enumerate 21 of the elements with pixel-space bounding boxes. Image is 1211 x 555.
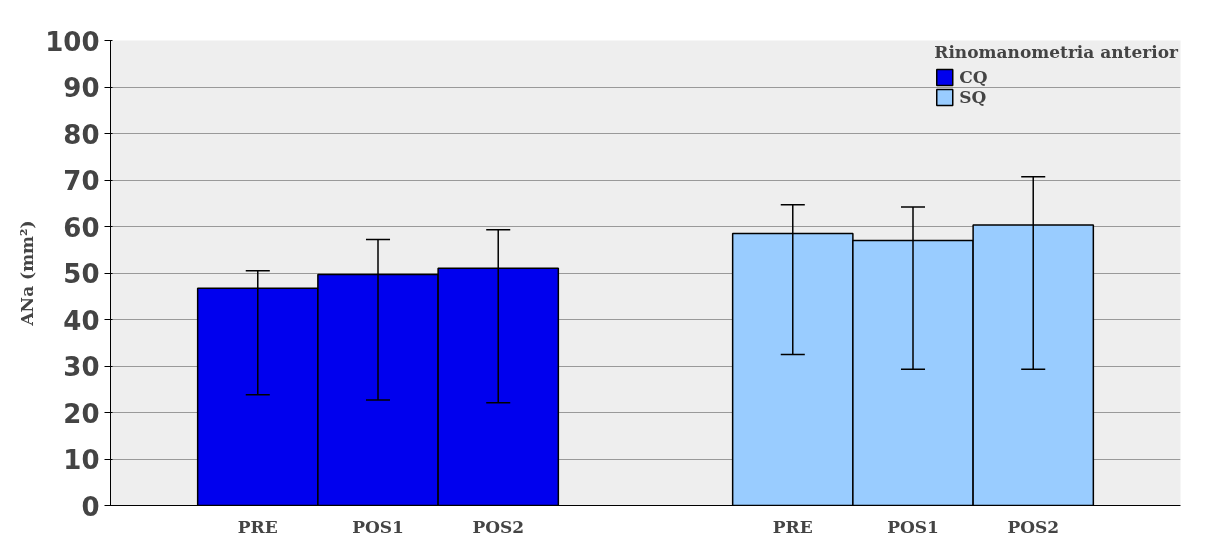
y-tick-label: 80 [63,119,100,150]
x-tick-label: PRE [772,516,813,537]
y-tick-label: 30 [63,352,100,382]
x-tick-label: POS2 [472,516,525,537]
legend-title: Rinomanometria anterior [934,42,1178,62]
legend-label: CQ [959,67,988,87]
y-tick-label: 10 [63,445,100,475]
x-tick-label: POS2 [1007,516,1060,537]
y-tick-label: 20 [63,398,100,429]
y-tick-label: 70 [63,166,100,196]
x-tick-label: POS1 [887,516,939,537]
y-tick-label: 100 [45,26,100,57]
legend-label: SQ [959,87,987,107]
y-axis-title: ANa (mm²) [17,220,38,327]
y-tick-label: 60 [63,212,100,243]
y-tick-label: 50 [63,259,100,289]
x-tick-label: POS1 [352,516,404,537]
y-tick-label: 90 [63,73,100,103]
x-tick-label: PRE [237,516,278,537]
y-tick-label: 0 [81,491,100,522]
y-tick-label: 40 [63,305,100,336]
